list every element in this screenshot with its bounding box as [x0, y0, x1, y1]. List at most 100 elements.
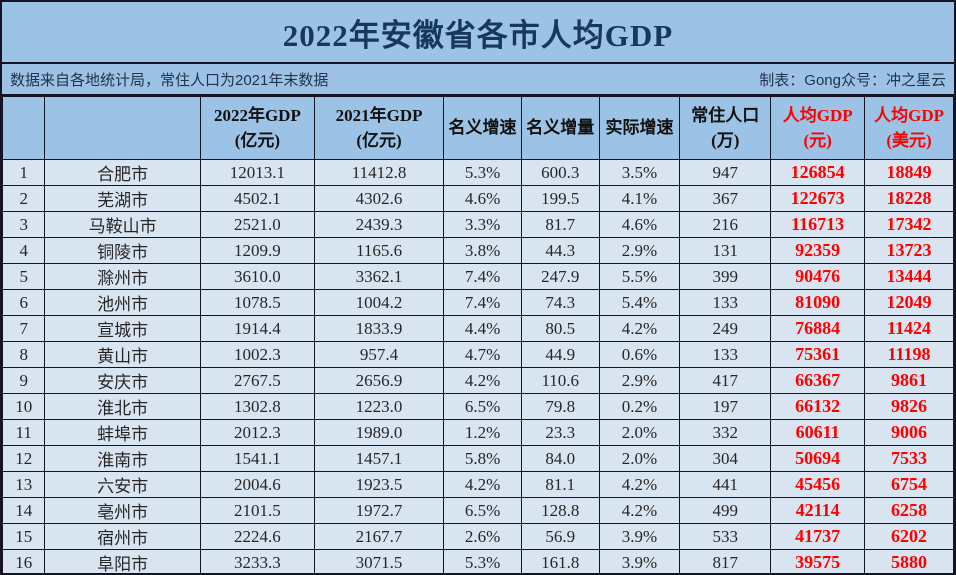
rank-cell: 12 — [2, 445, 46, 472]
value-cell: 5.4% — [598, 289, 681, 316]
value-cell: 13444 — [864, 263, 954, 290]
value-cell: 600.3 — [520, 159, 600, 186]
rank-cell: 14 — [2, 497, 46, 524]
value-cell: 3362.1 — [313, 263, 445, 290]
value-cell: 417 — [679, 367, 772, 394]
value-cell: 56.9 — [520, 523, 600, 550]
value-cell: 249 — [679, 315, 772, 342]
value-cell: 1833.9 — [313, 315, 445, 342]
rank-cell: 15 — [2, 523, 46, 550]
value-cell: 0.6% — [598, 341, 681, 368]
value-cell: 3.8% — [443, 237, 522, 264]
table-row: 1 合肥市 12013.1 11412.8 5.3% 600.3 3.5% 947 126854… — [2, 159, 954, 186]
value-cell: 1.2% — [443, 419, 522, 446]
value-cell: 3.5% — [598, 159, 681, 186]
value-cell: 4.2% — [443, 471, 522, 498]
table-row: 5 滁州市 3610.0 3362.1 7.4% 247.9 5.5% 399 90476 134… — [2, 263, 954, 290]
value-cell: 17342 — [864, 211, 954, 238]
value-cell: 12049 — [864, 289, 954, 316]
value-cell: 13723 — [864, 237, 954, 264]
city-cell: 阜阳市 — [44, 549, 201, 573]
value-cell: 81090 — [770, 289, 866, 316]
value-cell: 11424 — [864, 315, 954, 342]
value-cell: 9006 — [864, 419, 954, 446]
value-cell: 3.9% — [598, 549, 681, 573]
value-cell: 3.9% — [598, 523, 681, 550]
value-cell: 110.6 — [520, 367, 600, 394]
value-cell: 11412.8 — [313, 159, 445, 186]
value-cell: 60611 — [770, 419, 866, 446]
value-cell: 1209.9 — [199, 237, 315, 264]
value-cell: 1223.0 — [313, 393, 445, 420]
table-header-row: 2022年GDP (亿元) 2021年GDP (亿元) 名义增速 名义增量 实际增速 常住… — [2, 96, 954, 160]
value-cell: 1457.1 — [313, 445, 445, 472]
value-cell: 0.2% — [598, 393, 681, 420]
city-cell: 亳州市 — [44, 497, 201, 524]
value-cell: 817 — [679, 549, 772, 573]
value-cell: 90476 — [770, 263, 866, 290]
value-cell: 1302.8 — [199, 393, 315, 420]
value-cell: 4.1% — [598, 185, 681, 212]
value-cell: 7533 — [864, 445, 954, 472]
gdp-table: 2022年GDP (亿元) 2021年GDP (亿元) 名义增速 名义增量 实际增速 常住… — [2, 96, 954, 573]
value-cell: 11198 — [864, 341, 954, 368]
value-cell: 23.3 — [520, 419, 600, 446]
table-row: 6 池州市 1078.5 1004.2 7.4% 74.3 5.4% 133 81090 1204… — [2, 289, 954, 316]
value-cell: 1923.5 — [313, 471, 445, 498]
value-cell: 133 — [679, 341, 772, 368]
table-row: 4 铜陵市 1209.9 1165.6 3.8% 44.3 2.9% 131 92359 1372… — [2, 237, 954, 264]
value-cell: 161.8 — [520, 549, 600, 573]
title-band: 2022年安徽省各市人均GDP — [2, 2, 954, 64]
rank-cell: 11 — [2, 419, 46, 446]
rank-cell: 5 — [2, 263, 46, 290]
rank-cell: 13 — [2, 471, 46, 498]
value-cell: 9826 — [864, 393, 954, 420]
column-header-6: 实际增速 — [598, 96, 681, 160]
value-cell: 6258 — [864, 497, 954, 524]
value-cell: 2224.6 — [199, 523, 315, 550]
rank-cell: 3 — [2, 211, 46, 238]
value-cell: 5.5% — [598, 263, 681, 290]
column-header-7: 常住人口 (万) — [679, 96, 772, 160]
value-cell: 947 — [679, 159, 772, 186]
city-cell: 淮南市 — [44, 445, 201, 472]
value-cell: 1004.2 — [313, 289, 445, 316]
table-row: 10 淮北市 1302.8 1223.0 6.5% 79.8 0.2% 197 66132 982… — [2, 393, 954, 420]
value-cell: 1002.3 — [199, 341, 315, 368]
city-cell: 铜陵市 — [44, 237, 201, 264]
value-cell: 76884 — [770, 315, 866, 342]
value-cell: 6.5% — [443, 393, 522, 420]
value-cell: 133 — [679, 289, 772, 316]
table-row: 16 阜阳市 3233.3 3071.5 5.3% 161.8 3.9% 817 39575 58… — [2, 549, 954, 573]
value-cell: 39575 — [770, 549, 866, 573]
value-cell: 84.0 — [520, 445, 600, 472]
value-cell: 1078.5 — [199, 289, 315, 316]
value-cell: 4.2% — [598, 497, 681, 524]
table-row: 12 淮南市 1541.1 1457.1 5.8% 84.0 2.0% 304 50694 753… — [2, 445, 954, 472]
value-cell: 79.8 — [520, 393, 600, 420]
table-row: 8 黄山市 1002.3 957.4 4.7% 44.9 0.6% 133 75361 11198 — [2, 341, 954, 368]
value-cell: 7.4% — [443, 289, 522, 316]
value-cell: 18849 — [864, 159, 954, 186]
table-row: 3 马鞍山市 2521.0 2439.3 3.3% 81.7 4.6% 216 116713 17… — [2, 211, 954, 238]
value-cell: 41737 — [770, 523, 866, 550]
value-cell: 4.2% — [443, 367, 522, 394]
value-cell: 247.9 — [520, 263, 600, 290]
value-cell: 4.4% — [443, 315, 522, 342]
value-cell: 18228 — [864, 185, 954, 212]
value-cell: 399 — [679, 263, 772, 290]
value-cell: 4.2% — [598, 315, 681, 342]
value-cell: 126854 — [770, 159, 866, 186]
column-header-8: 人均GDP (元) — [770, 96, 866, 160]
rank-cell: 10 — [2, 393, 46, 420]
value-cell: 2656.9 — [313, 367, 445, 394]
city-cell: 黄山市 — [44, 341, 201, 368]
value-cell: 81.7 — [520, 211, 600, 238]
column-header-5: 名义增量 — [520, 96, 600, 160]
value-cell: 4502.1 — [199, 185, 315, 212]
value-cell: 116713 — [770, 211, 866, 238]
value-cell: 3610.0 — [199, 263, 315, 290]
value-cell: 4.6% — [598, 211, 681, 238]
value-cell: 122673 — [770, 185, 866, 212]
value-cell: 2.0% — [598, 445, 681, 472]
